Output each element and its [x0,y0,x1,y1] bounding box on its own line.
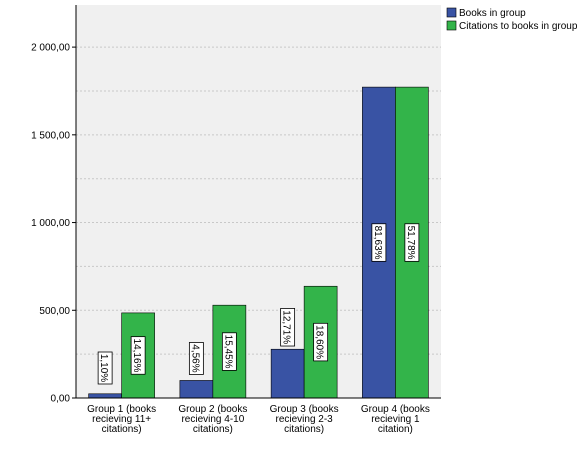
x-tick-label: Group 3 (books recieving 2-3 citations) [270,404,339,435]
data-label-text: 15,45% [222,335,233,369]
x-tick-label-line: Group 2 (books [178,404,247,415]
data-labels: 1,10% 14,16% 4,56% 15,45% 12,71% 18,60% 81,63%… [97,223,420,385]
data-label: 18,60% [313,322,329,362]
data-label-box [313,322,329,362]
data-label-box [188,342,204,375]
bar [270,348,305,399]
bars [88,86,429,399]
data-label-text: 51,78% [405,226,416,260]
data-label: 51,78% [404,223,420,262]
bar [362,86,396,399]
x-tick-label: Group 4 (books recieving 1 citation) [361,404,430,435]
data-label-box [280,308,296,347]
bar [179,380,214,399]
data-label-box [221,332,237,371]
x-tick-label: Group 1 (books recieving 11+ citations) [87,404,156,435]
x-axis-labels: Group 1 (books recieving 11+ citations)Gro… [87,404,430,435]
data-label-text: 1,10% [98,354,109,382]
legend-swatch [446,7,457,18]
y-tick-label: 0,00 [51,394,71,405]
legend-label: Books in group [459,8,526,19]
legend-swatch [446,20,457,31]
bar [88,393,122,399]
data-label: 81,63% [371,223,387,262]
data-label: 12,71% [280,308,296,347]
x-tick-label-line: Group 4 (books [361,404,430,415]
x-tick-label-line: recieving 4-10 [181,414,244,425]
data-label: 4,56% [188,342,204,375]
data-label-text: 4,56% [189,344,200,372]
y-axis-ticks: 0,00 500,00 1 000,00 1 500,00 2 000,00 [31,43,76,405]
legend: Books in group Citations to books in grou… [446,7,578,32]
data-label-box [371,223,387,262]
data-label: 1,10% [97,351,113,385]
data-label-box [404,223,420,262]
data-label-text: 14,16% [131,338,142,372]
x-tick-label: Group 2 (books recieving 4-10 citations) [178,404,247,435]
x-tick-label-line: recieving 1 [371,414,420,425]
x-tick-label-line: citations) [284,424,324,435]
y-tick-label: 1 000,00 [31,218,70,229]
data-label: 15,45% [221,332,237,371]
data-label-text: 12,71% [281,310,292,344]
y-tick-label: 2 000,00 [31,43,70,54]
x-tick-label-line: citations) [193,424,233,435]
data-label-text: 18,60% [314,325,325,359]
data-label-box [130,336,146,375]
data-label: 14,16% [130,336,146,375]
y-tick-label: 1 500,00 [31,130,70,141]
x-tick-label-line: recieving 2-3 [275,414,333,425]
x-tick-label-line: Group 3 (books [270,404,339,415]
legend-label: Citations to books in group [459,21,578,32]
data-label-text: 81,63% [372,226,383,260]
x-tick-label-line: Group 1 (books [87,404,156,415]
data-label-box [97,351,113,385]
x-tick-label-line: recieving 11+ [92,414,151,425]
x-tick-label-line: citations) [102,424,142,435]
y-tick-label: 500,00 [39,306,70,317]
x-tick-label-line: citation) [378,424,413,435]
